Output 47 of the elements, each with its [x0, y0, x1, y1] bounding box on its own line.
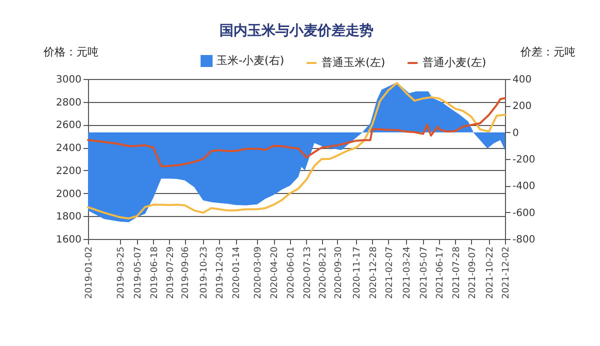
x-tick-label: 2019-01-02: [84, 246, 94, 299]
x-tick-label: 2020-08-21: [318, 246, 328, 299]
y2-tick-label: -600: [512, 208, 536, 219]
y2-tick-label: -800: [512, 234, 536, 246]
y-axis-title: 价格：元吨: [42, 46, 98, 58]
y2-tick-label: -200: [512, 154, 536, 166]
x-tick-label: 2021-05-07: [420, 246, 430, 299]
y-tick-label: 1800: [56, 212, 82, 223]
x-tick-label: 2021-06-17: [436, 246, 446, 299]
y-tick-label: 2600: [56, 120, 82, 132]
y2-tick-label: 200: [512, 101, 532, 112]
x-tick-label: 2019-05-07: [133, 246, 144, 299]
y-tick-label: 2800: [56, 97, 82, 108]
x-tick-label: 2021-12-02: [502, 246, 512, 299]
x-tick-label: 2021-02-07: [384, 246, 395, 299]
x-tick-label: 2021-03-24: [402, 246, 412, 299]
chart-title: 国内玉米与小麦价差走势: [220, 23, 374, 39]
legend-label: 玉米-小麦(右): [216, 54, 284, 67]
x-tick-label: 2019-12-03: [216, 246, 226, 299]
x-tick-label: 2019-07-29: [166, 246, 176, 299]
y-tick-label: 2000: [56, 188, 82, 200]
y2-axis-title: 价差：元吨: [520, 46, 576, 58]
y2-tick-label: 400: [512, 74, 532, 86]
x-tick-label: 2019-06-18: [150, 246, 160, 299]
y2-tick-label: -400: [512, 181, 536, 192]
x-tick-label: 2020-06-01: [286, 246, 297, 299]
x-tick-label: 2021-09-07: [468, 246, 478, 299]
line-series: [87, 97, 506, 168]
x-tick-label: 2020-09-30: [334, 246, 344, 299]
x-tick-label: 2020-04-20: [270, 246, 280, 299]
x-tick-label: 2020-01-14: [232, 246, 242, 299]
y-tick-label: 1600: [56, 234, 82, 246]
x-tick-label: 2020-11-17: [352, 246, 363, 299]
x-tick-label: 2021-10-22: [485, 246, 496, 299]
y2-tick-label: 0: [512, 128, 519, 139]
x-tick-label: 2019-10-23: [200, 246, 210, 299]
x-tick-label: 2019-03-25: [116, 246, 127, 299]
y-tick-label: 3000: [56, 74, 82, 86]
x-tick-label: 2020-07-13: [302, 246, 313, 299]
x-tick-label: 2021-07-28: [452, 246, 462, 299]
y-tick-label: 2400: [56, 143, 82, 154]
y-tick-label: 2200: [56, 166, 82, 177]
x-tick-label: 2019-09-06: [181, 246, 192, 299]
x-tick-label: 2020-12-28: [368, 246, 379, 299]
legend-label: 普通小麦(左): [422, 56, 486, 69]
x-tick-label: 2020-03-09: [254, 246, 264, 299]
legend-label: 普通玉米(左): [322, 56, 386, 69]
